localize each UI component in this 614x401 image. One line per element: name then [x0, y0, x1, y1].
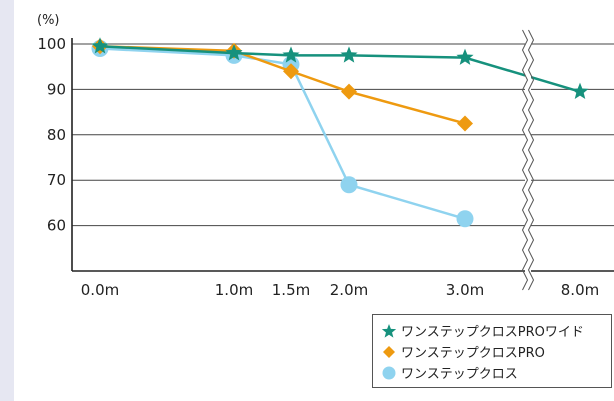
chart-container: (%) 100 90 80 70 60 0.0m 1.0m 1.5m 2.0m 3.0m 8.0m… [14, 0, 614, 401]
data-point-star [91, 37, 109, 54]
y-tick-label: 90 [47, 80, 66, 98]
x-tick-label: 1.0m [215, 281, 253, 299]
data-point-star [225, 44, 243, 61]
y-tick-label: 60 [47, 217, 66, 235]
y-tick-label: 70 [47, 171, 66, 189]
data-point-diamond [457, 115, 473, 132]
data-point-star [340, 46, 358, 63]
data-point-diamond [283, 63, 299, 80]
legend-item-series-2: ワンステップクロスPRO [381, 341, 611, 362]
legend-label: ワンステップクロス [401, 367, 518, 382]
star-marker-icon [381, 323, 397, 338]
axes [71, 38, 614, 272]
legend: ワンステップクロスPROワイド ワンステップクロスPRO ワンステップクロス [372, 314, 612, 388]
series-line [99, 45, 466, 125]
data-point-diamond [341, 83, 357, 100]
circle-marker-icon [382, 366, 396, 379]
data-point-star [282, 46, 300, 63]
series-line [99, 45, 581, 93]
data-point-star [456, 48, 474, 65]
legend-item-series-1: ワンステップクロスPROワイド [381, 320, 611, 341]
x-tick-label: 8.0m [561, 281, 599, 299]
x-tick-labels: 0.0m 1.0m 1.5m 2.0m 3.0m 8.0m [81, 281, 599, 299]
diamond-marker-icon [383, 345, 395, 358]
series-line [99, 47, 466, 220]
legend-label: ワンステップクロスPROワイド [401, 325, 584, 340]
legend-item-series-3: ワンステップクロス [381, 362, 611, 383]
y-tick-label: 80 [47, 126, 66, 144]
x-tick-label: 0.0m [81, 281, 119, 299]
x-tick-label: 3.0m [446, 281, 484, 299]
series-group [91, 37, 589, 228]
x-tick-label: 2.0m [330, 281, 368, 299]
line-chart: (%) 100 90 80 70 60 0.0m 1.0m 1.5m 2.0m 3.0m 8.0m [37, 13, 614, 299]
y-unit-label: (%) [37, 13, 60, 28]
data-point-star [571, 82, 589, 99]
data-point-circle [456, 210, 474, 228]
y-tick-labels: 100 90 80 70 60 [37, 35, 66, 235]
x-tick-label: 1.5m [272, 281, 310, 299]
y-tick-label: 100 [37, 35, 66, 53]
axis-break [521, 29, 535, 291]
legend-label: ワンステップクロスPRO [401, 346, 545, 361]
data-point-circle [340, 176, 358, 194]
axis-break-wave [521, 29, 529, 291]
axis-break-wave [527, 29, 535, 291]
